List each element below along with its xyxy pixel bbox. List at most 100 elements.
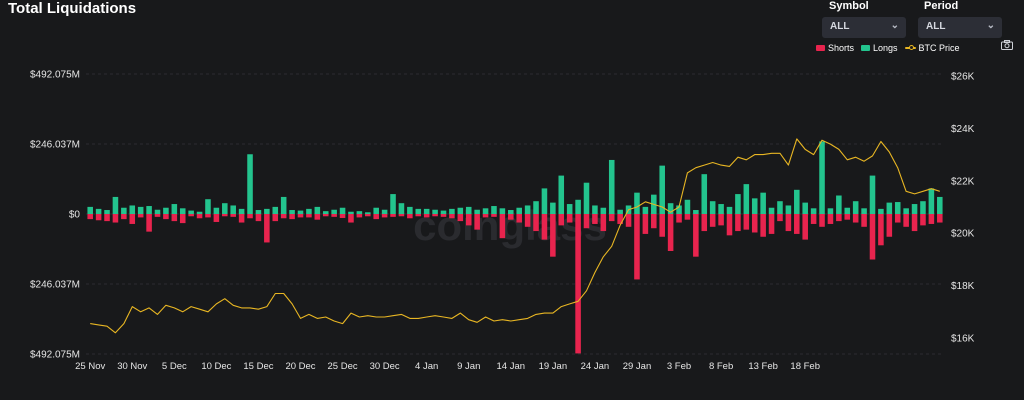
short-bar	[339, 214, 346, 218]
left-axis: $492.075M $246.037M $0 $246.037M $492.075M	[30, 70, 80, 361]
short-bar	[600, 214, 607, 232]
x-tick-label: 19 Jan	[539, 361, 568, 372]
short-bar	[785, 214, 792, 232]
x-tick-label: 30 Nov	[117, 361, 147, 372]
short-bar	[751, 214, 758, 233]
long-bar	[365, 212, 371, 214]
long-bar	[869, 175, 876, 214]
x-tick-label: 10 Dec	[201, 361, 231, 372]
short-bar	[306, 214, 312, 218]
long-bar	[541, 188, 548, 214]
long-bar	[878, 208, 884, 214]
short-bar	[238, 214, 245, 223]
short-bar	[407, 214, 413, 219]
short-bar	[827, 214, 834, 224]
short-bar	[222, 214, 228, 217]
short-bar	[617, 214, 623, 224]
long-bar	[533, 201, 539, 214]
short-bar	[171, 214, 178, 222]
long-bar	[819, 141, 825, 214]
short-bar	[331, 214, 337, 217]
long-bar	[196, 211, 203, 214]
long-bar	[659, 165, 665, 214]
legend-item-shorts[interactable]: Shorts	[816, 43, 854, 53]
x-axis: 25 Nov 30 Nov 5 Dec 10 Dec 15 Dec 20 Dec 25 De…	[75, 361, 820, 372]
short-bar	[810, 214, 817, 224]
long-bar	[701, 174, 708, 214]
short-bar	[558, 214, 565, 226]
short-bar	[583, 214, 590, 229]
long-bar	[642, 206, 649, 214]
short-bar	[322, 214, 329, 217]
long-bar	[449, 208, 455, 214]
short-bar	[768, 214, 775, 234]
long-bar	[205, 199, 211, 214]
x-tick-label: 25 Nov	[75, 361, 105, 372]
short-bar	[272, 214, 279, 222]
short-bar	[894, 214, 901, 223]
y2-tick-label: $26K	[951, 72, 975, 83]
long-bar	[566, 204, 573, 214]
short-bar	[651, 214, 657, 229]
x-tick-label: 29 Jan	[623, 361, 652, 372]
long-bar	[928, 188, 935, 214]
long-bar	[112, 196, 119, 214]
long-bar	[726, 206, 733, 214]
long-bar	[348, 211, 354, 214]
short-bar	[129, 214, 136, 224]
y-tick-label: $492.075M	[30, 70, 80, 81]
long-bar	[255, 210, 262, 214]
short-bar	[709, 214, 716, 227]
x-tick-label: 20 Dec	[285, 361, 315, 372]
short-bar	[390, 214, 396, 217]
x-tick-label: 3 Feb	[667, 361, 691, 372]
short-bar	[213, 214, 220, 222]
legend-label-btc-price: BTC Price	[918, 43, 960, 53]
x-tick-label: 25 Dec	[328, 361, 358, 372]
short-bar	[836, 214, 842, 222]
long-bar	[179, 208, 186, 214]
period-select-value: ALL	[926, 21, 946, 32]
y-tick-label: $246.037M	[30, 280, 80, 291]
legend-label-longs: Longs	[873, 43, 898, 53]
long-bar	[911, 204, 918, 214]
long-bar	[272, 206, 279, 214]
short-bar	[247, 214, 253, 219]
short-bar	[743, 214, 750, 230]
short-bar	[625, 214, 632, 227]
period-select[interactable]: ALL ⌄	[918, 17, 1002, 38]
camera-icon[interactable]	[1001, 40, 1013, 50]
long-bar	[608, 159, 615, 214]
watermark: coinglass	[413, 202, 607, 249]
short-bar	[104, 214, 110, 222]
short-bar	[735, 214, 741, 232]
long-bar	[583, 182, 590, 214]
btc-price-swatch	[904, 45, 916, 50]
symbol-select[interactable]: ALL ⌄	[822, 17, 906, 38]
long-bar	[482, 208, 489, 214]
legend-item-btc-price[interactable]: BTC Price	[904, 43, 960, 53]
long-bar	[802, 202, 808, 214]
long-bar	[390, 194, 396, 214]
short-bar	[566, 214, 573, 223]
long-bar	[768, 207, 775, 214]
short-bar	[819, 214, 825, 227]
long-bar	[146, 206, 152, 214]
long-bar	[558, 175, 565, 214]
shorts-series	[87, 214, 943, 354]
y2-tick-label: $24K	[951, 124, 975, 135]
long-bar	[894, 202, 901, 214]
long-bar	[474, 209, 480, 214]
short-bar	[634, 214, 640, 280]
long-bar	[937, 196, 943, 214]
short-bar	[188, 214, 194, 217]
long-bar	[238, 208, 245, 214]
long-bar	[852, 201, 859, 214]
short-bar	[482, 214, 489, 218]
short-bar	[575, 214, 581, 354]
short-bar	[667, 214, 674, 251]
legend-item-longs[interactable]: Longs	[861, 43, 898, 53]
x-tick-label: 8 Feb	[709, 361, 733, 372]
long-bar	[886, 202, 893, 214]
long-bar	[432, 209, 438, 214]
